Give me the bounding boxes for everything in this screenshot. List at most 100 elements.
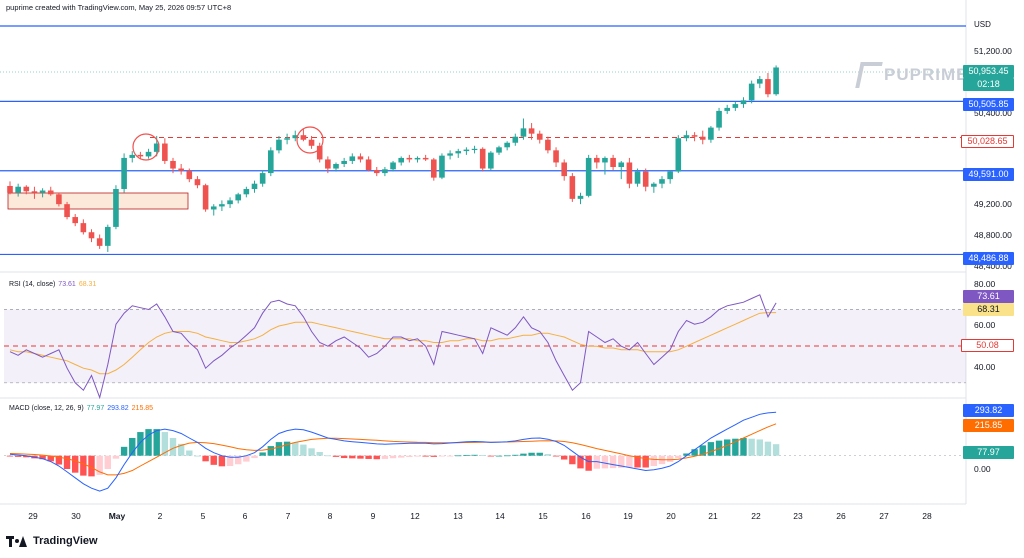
date-tick: 2 xyxy=(157,511,163,521)
candle-body xyxy=(740,100,747,105)
macd-histogram-bar xyxy=(495,455,503,457)
candle-body xyxy=(463,149,470,152)
highlight-circle xyxy=(296,126,324,154)
tradingview-logo-text: TradingView xyxy=(33,535,98,547)
candle-body xyxy=(724,107,730,111)
macd-signal-line xyxy=(9,423,777,476)
macd-histogram-bar xyxy=(194,455,201,457)
macd-histogram-bar xyxy=(23,455,30,458)
macd-histogram-bar xyxy=(577,455,584,469)
date-tick: 30 xyxy=(71,511,81,521)
macd-histogram-bar xyxy=(324,455,332,457)
candle-body xyxy=(137,154,144,157)
candle-body xyxy=(626,162,633,184)
candle-body xyxy=(284,138,290,140)
macd-histogram-bar xyxy=(601,455,609,469)
candle-body xyxy=(349,156,356,161)
macd-histogram-bar xyxy=(691,449,698,456)
candle-body xyxy=(210,206,217,210)
candle-body xyxy=(634,171,641,184)
macd-histogram-bar xyxy=(332,455,340,457)
candle-body xyxy=(333,163,339,169)
highlight-circle xyxy=(132,133,160,161)
macd-histogram-bar xyxy=(764,441,772,456)
candle-body xyxy=(300,135,307,140)
candle-body xyxy=(56,194,62,205)
candle-body xyxy=(219,204,225,207)
candle-body xyxy=(202,185,209,210)
macd-signal-value: 215.85 xyxy=(131,405,154,412)
macd-histogram-bar xyxy=(642,455,649,468)
rsi-title: RSI (14, close) 73.61 68.31 xyxy=(9,281,96,288)
level-label-49591: 49,591.00 xyxy=(963,168,1014,181)
candle-body xyxy=(357,156,364,160)
candle-body xyxy=(732,104,739,108)
macd-histogram-bar xyxy=(561,455,568,460)
macd-histogram-bar xyxy=(626,455,633,468)
macd-histogram-bar xyxy=(275,442,283,456)
rsi-tick: 60.00 xyxy=(974,320,996,330)
candle-body xyxy=(47,190,54,195)
brand-logo-icon xyxy=(855,62,883,88)
macd-line xyxy=(9,411,777,492)
price-tick: 49,200.00 xyxy=(974,199,1012,209)
candle-body xyxy=(292,135,299,139)
macd-histogram-bar xyxy=(112,455,120,459)
macd-signal-label: 215.85 xyxy=(963,419,1014,432)
macd-histogram-bar xyxy=(186,450,193,456)
macd-histogram-bar xyxy=(528,452,535,456)
rsi-value: 73.61 xyxy=(58,281,76,288)
candle-body xyxy=(145,151,152,157)
macd-histogram-bar xyxy=(724,439,731,456)
date-tick: 8 xyxy=(327,511,333,521)
macd-histogram-bar xyxy=(251,455,258,459)
date-tick: 20 xyxy=(666,511,676,521)
macd-histogram-bar xyxy=(634,455,641,468)
rsi-name: RSI (14, close) xyxy=(9,281,56,288)
macd-histogram-bar xyxy=(414,455,421,457)
macd-histogram-bar xyxy=(177,443,185,456)
candle-body xyxy=(553,150,559,163)
candle-body xyxy=(683,135,690,139)
brand-name: PUPRIME xyxy=(884,65,969,84)
macd-histogram-bar xyxy=(430,455,437,457)
macd-histogram-bar xyxy=(39,455,46,460)
candle-body xyxy=(455,151,462,154)
date-tick: 19 xyxy=(623,511,633,521)
macd-histogram-bar xyxy=(55,455,63,465)
rsi-tick: 40.00 xyxy=(974,362,996,372)
macd-histogram-bar xyxy=(218,455,226,467)
macd-histogram-bar xyxy=(471,454,478,456)
macd-histogram-bar xyxy=(683,453,690,456)
price-tick: 48,800.00 xyxy=(974,230,1012,240)
macd-histogram-bar xyxy=(153,429,160,456)
candle-body xyxy=(659,179,665,184)
candle-body xyxy=(594,157,600,163)
chart-header-caption: puprime created with TradingView.com, Ma… xyxy=(6,3,232,12)
candle-body xyxy=(716,110,722,128)
macd-histogram-bar xyxy=(512,454,519,456)
macd-histogram-bar xyxy=(161,432,169,456)
rsi-line xyxy=(9,294,777,400)
macd-histogram-bar xyxy=(707,442,715,456)
date-tick: 27 xyxy=(879,511,889,521)
tradingview-logo[interactable]: TradingView xyxy=(6,535,98,547)
macd-histogram-bar xyxy=(267,446,274,456)
date-tick: 29 xyxy=(28,511,38,521)
candle-body xyxy=(23,186,30,192)
macd-histogram-bar xyxy=(446,455,454,457)
macd-pane xyxy=(4,411,966,492)
candle-body xyxy=(439,155,445,178)
candle-body xyxy=(610,157,616,168)
candle-body xyxy=(561,162,567,177)
candle-body xyxy=(618,162,625,168)
candle-body xyxy=(773,67,779,95)
date-tick: 6 xyxy=(242,511,248,521)
candle-body xyxy=(675,138,682,172)
macd-histogram-bar xyxy=(585,455,592,471)
candle-body xyxy=(577,195,584,199)
rsi-ma-label: 68.31 xyxy=(963,303,1014,316)
macd-histogram-bar xyxy=(145,429,152,456)
candle-body xyxy=(479,148,486,169)
